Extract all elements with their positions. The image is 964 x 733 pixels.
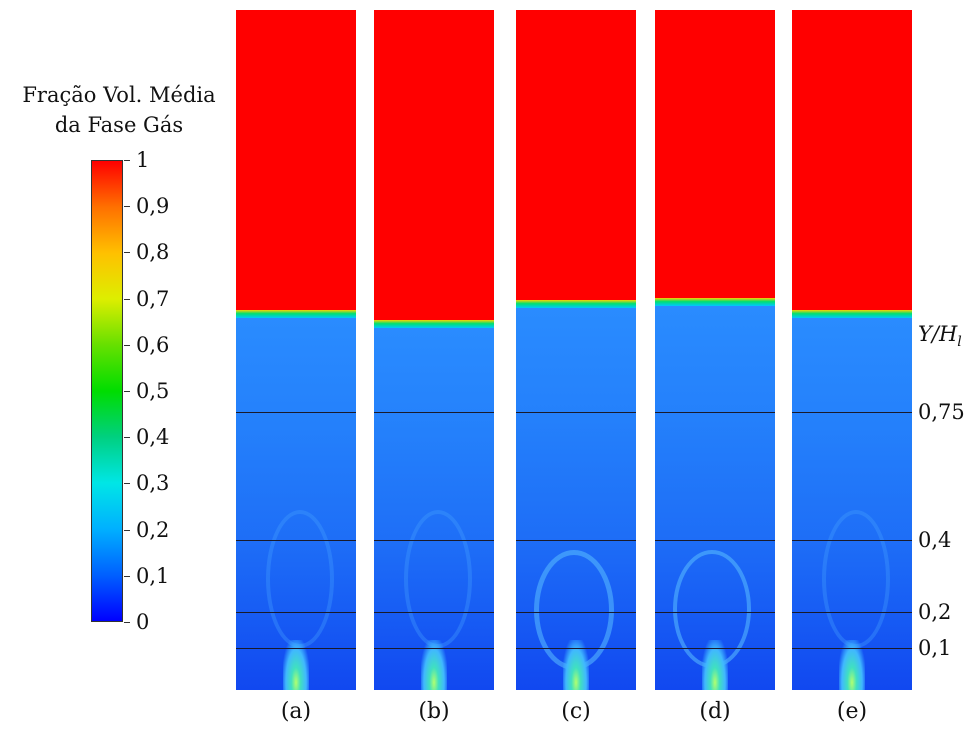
colorbar-title-line2: da Fase Gás	[54, 113, 184, 137]
gas-liquid-interface	[374, 320, 494, 328]
gas-region	[792, 10, 912, 310]
colorbar-label: 0,2	[136, 517, 170, 542]
level-line	[792, 412, 912, 413]
simulation-panel	[374, 10, 494, 690]
level-line	[792, 540, 912, 541]
colorbar-label: 0,3	[136, 471, 170, 496]
simulation-panel	[236, 10, 356, 690]
simulation-panel	[792, 10, 912, 690]
colorbar-tick	[124, 344, 130, 346]
level-label: 0,75	[918, 400, 964, 424]
level-line	[516, 540, 636, 541]
level-line	[655, 648, 775, 649]
level-label: 0,2	[918, 600, 952, 624]
colorbar-tick	[124, 206, 130, 208]
colorbar-title: Fração Vol. Média da Fase Gás	[4, 80, 234, 140]
level-label: 0,1	[918, 636, 952, 660]
level-line	[792, 612, 912, 613]
level-line	[236, 412, 356, 413]
level-line	[792, 648, 912, 649]
colorbar-tick	[124, 575, 130, 577]
gas-liquid-interface	[236, 310, 356, 318]
y-axis-title: Y/Hl	[918, 322, 962, 350]
level-line	[655, 540, 775, 541]
colorbar-label: 0,4	[136, 425, 170, 450]
level-line	[655, 412, 775, 413]
level-line	[516, 648, 636, 649]
y-axis-title-main: Y/H	[918, 322, 958, 346]
colorbar-tick	[124, 252, 130, 254]
simulation-panel	[516, 10, 636, 690]
gas-region	[516, 10, 636, 300]
panel-label: (c)	[561, 699, 591, 724]
colorbar-label: 0	[136, 610, 150, 634]
colorbar-tick	[124, 160, 130, 161]
level-line	[236, 540, 356, 541]
colorbar	[91, 160, 123, 622]
level-line	[236, 612, 356, 613]
panel-label: (b)	[418, 699, 450, 724]
colorbar-label: 0,8	[136, 240, 170, 265]
simulation-panel	[655, 10, 775, 690]
colorbar-tick	[124, 391, 130, 392]
panel-label: (e)	[836, 699, 868, 724]
colorbar-label: 0,9	[136, 194, 170, 219]
level-line	[516, 612, 636, 613]
colorbar-label: 0,1	[136, 563, 170, 588]
level-line	[374, 540, 494, 541]
colorbar-tick	[124, 483, 130, 485]
panel-label: (a)	[280, 699, 312, 724]
level-line	[374, 412, 494, 413]
level-line	[374, 612, 494, 613]
colorbar-tick	[124, 298, 130, 300]
plume-loop	[266, 510, 334, 648]
level-line	[236, 648, 356, 649]
colorbar-label: 0,7	[136, 286, 170, 311]
gas-liquid-interface	[655, 298, 775, 306]
level-label: 0,4	[918, 528, 952, 552]
gas-region	[236, 10, 356, 310]
y-axis-title-sub: l	[957, 334, 962, 351]
gas-region	[374, 10, 494, 320]
panel-label: (d)	[699, 699, 731, 724]
plume-loop	[822, 510, 890, 648]
level-line	[516, 412, 636, 413]
plume-loop	[404, 510, 472, 648]
colorbar-tick	[124, 622, 130, 623]
colorbar-title-line1: Fração Vol. Média	[22, 83, 216, 107]
gas-region	[655, 10, 775, 298]
level-line	[655, 612, 775, 613]
colorbar-label: 0,5	[136, 379, 170, 403]
colorbar-label: 1	[136, 148, 150, 172]
level-line	[374, 648, 494, 649]
colorbar-tick	[124, 437, 130, 439]
gas-liquid-interface	[516, 300, 636, 308]
colorbar-label: 0,6	[136, 332, 170, 357]
gas-liquid-interface	[792, 310, 912, 318]
colorbar-tick	[124, 529, 130, 531]
